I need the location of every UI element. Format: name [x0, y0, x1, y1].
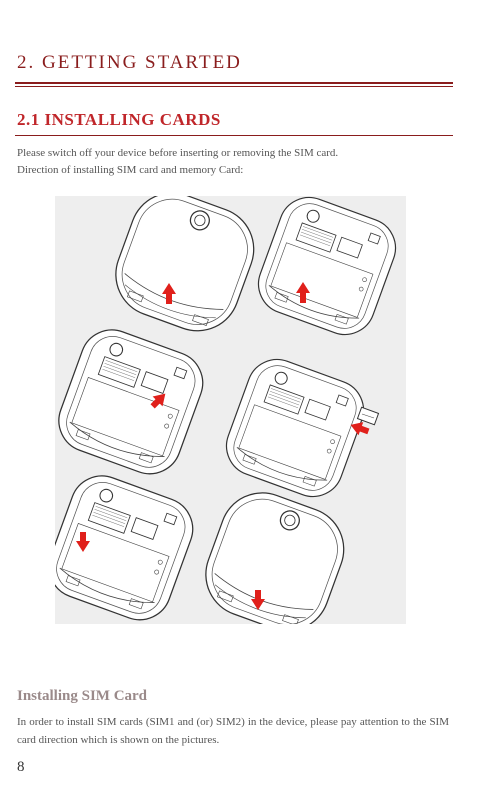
- phone-step-4: [217, 350, 373, 506]
- phone-step-1: [103, 196, 267, 344]
- phone-step-2: [249, 196, 405, 344]
- page-number: 8: [17, 759, 25, 775]
- subsection-text: In order to install SIM cards (SIM1 and …: [17, 716, 449, 746]
- phone-step-6: [193, 480, 357, 624]
- section-title: 2.1 INSTALLING CARDS: [17, 110, 221, 129]
- arrow-down-icon: [76, 532, 90, 552]
- phone-step-5: [55, 466, 203, 624]
- intro-text: Please switch off your device before ins…: [17, 145, 338, 179]
- intro-line-2: Direction of installing SIM card and mem…: [17, 164, 244, 176]
- sim-card-icon: [356, 406, 380, 426]
- arrow-up-icon: [162, 283, 176, 304]
- chapter-rule-bottom: [15, 86, 453, 87]
- subsection-heading: Installing SIM Card: [17, 688, 148, 704]
- arrow-up-icon: [296, 282, 310, 303]
- section-rule: [15, 135, 453, 136]
- chapter-rule-top: [15, 82, 453, 84]
- phone-step-3: [55, 320, 213, 484]
- installation-figure: [55, 196, 406, 624]
- intro-line-1: Please switch off your device before ins…: [17, 147, 339, 159]
- arrow-up-right-icon: [150, 393, 166, 409]
- arrow-down-icon: [251, 590, 265, 610]
- chapter-title: 2. GETTING STARTED: [17, 52, 242, 73]
- arrow-left-icon: [350, 422, 370, 436]
